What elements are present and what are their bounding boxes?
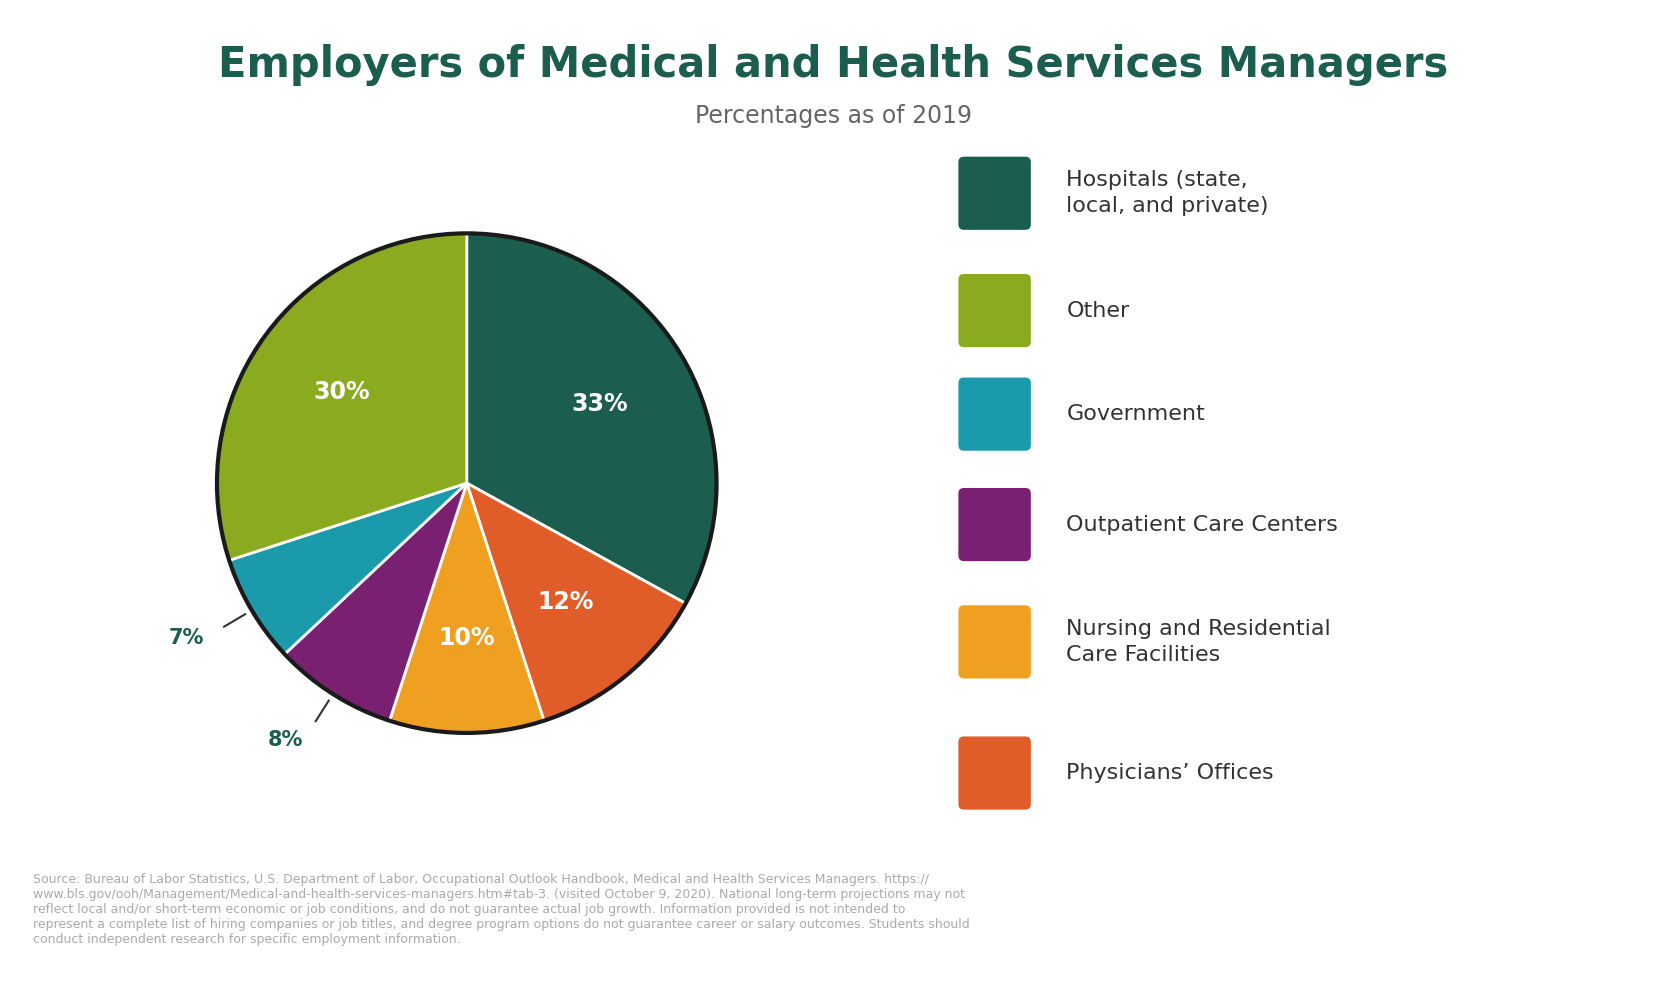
Text: Source: Bureau of Labor Statistics, U.S. Department of Labor, Occupational Outlo: Source: Bureau of Labor Statistics, U.S.… [33, 873, 970, 946]
Text: 10%: 10% [438, 626, 495, 650]
Text: 33%: 33% [572, 392, 628, 416]
FancyBboxPatch shape [959, 488, 1030, 561]
Text: Nursing and Residential
Care Facilities: Nursing and Residential Care Facilities [1067, 618, 1332, 666]
FancyBboxPatch shape [959, 157, 1030, 230]
Wedge shape [217, 234, 467, 560]
Text: Outpatient Care Centers: Outpatient Care Centers [1067, 515, 1339, 534]
Wedge shape [467, 234, 717, 603]
Text: Government: Government [1067, 404, 1205, 424]
Wedge shape [390, 483, 543, 733]
Text: Employers of Medical and Health Services Managers: Employers of Medical and Health Services… [218, 44, 1449, 87]
FancyBboxPatch shape [959, 737, 1030, 810]
Text: 30%: 30% [313, 381, 370, 404]
Text: 7%: 7% [168, 628, 205, 648]
Text: 12%: 12% [537, 591, 593, 614]
Text: Physicians’ Offices: Physicians’ Offices [1067, 763, 1274, 783]
Wedge shape [285, 483, 467, 721]
FancyBboxPatch shape [959, 378, 1030, 451]
Text: Other: Other [1067, 301, 1130, 320]
Text: Percentages as of 2019: Percentages as of 2019 [695, 104, 972, 127]
Text: Hospitals (state,
local, and private): Hospitals (state, local, and private) [1067, 170, 1269, 217]
FancyBboxPatch shape [959, 274, 1030, 347]
FancyBboxPatch shape [959, 605, 1030, 678]
Wedge shape [228, 483, 467, 654]
Wedge shape [467, 483, 685, 721]
Text: 8%: 8% [268, 731, 303, 750]
